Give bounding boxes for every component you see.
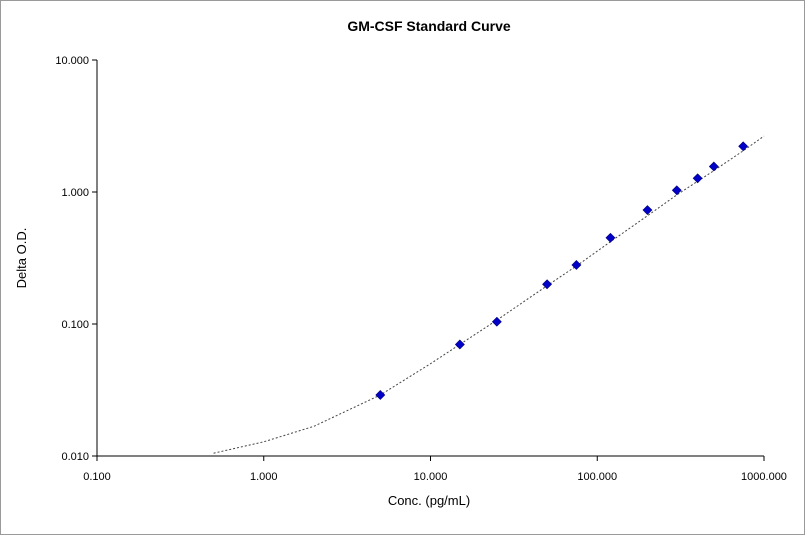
data-point-marker bbox=[571, 260, 582, 270]
x-axis-label: Conc. (pg/mL) bbox=[388, 493, 470, 508]
fit-curve-group bbox=[213, 135, 765, 454]
data-point-marker bbox=[542, 279, 552, 290]
y-tick-label: 10.000 bbox=[55, 55, 89, 67]
fit-curve-line bbox=[213, 135, 765, 454]
data-point-marker bbox=[671, 185, 682, 196]
y-tick-label: 0.100 bbox=[61, 319, 89, 331]
axes: 0.100 1.000 10.000 100.000 1000.000 0.010 0.10… bbox=[55, 55, 787, 483]
data-point-marker bbox=[605, 232, 616, 243]
x-tick-label: 100.000 bbox=[577, 471, 617, 483]
data-point-marker bbox=[491, 316, 502, 327]
y-tick-label: 0.010 bbox=[61, 451, 89, 463]
y-tick-label: 1.000 bbox=[61, 187, 89, 199]
x-tick-label: 1000.000 bbox=[741, 471, 787, 483]
data-points-group bbox=[375, 141, 749, 400]
x-tick-label: 0.100 bbox=[83, 471, 111, 483]
data-point-marker bbox=[375, 390, 386, 400]
data-point-marker bbox=[738, 141, 749, 152]
data-point-marker bbox=[642, 205, 653, 215]
chart-title: GM-CSF Standard Curve bbox=[347, 18, 511, 34]
x-tick-label: 10.000 bbox=[414, 471, 448, 483]
data-point-marker bbox=[708, 161, 719, 172]
y-axis-label: Delta O.D. bbox=[14, 228, 29, 289]
data-point-marker bbox=[454, 339, 465, 350]
data-point-marker bbox=[692, 173, 703, 184]
x-tick-label: 1.000 bbox=[250, 471, 278, 483]
